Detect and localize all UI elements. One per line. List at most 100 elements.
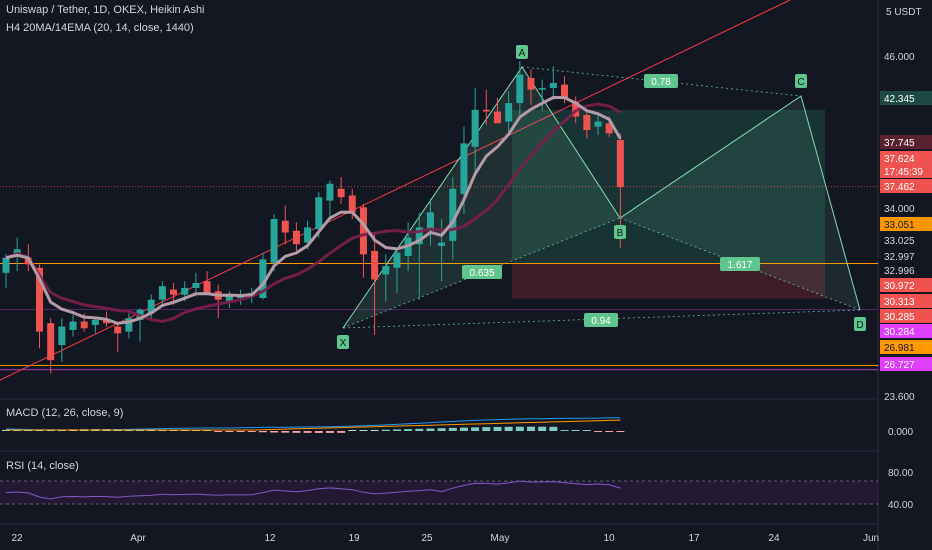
indicator-legend: H4 20MA/14EMA (20, 14, close, 1440) [6,22,194,34]
candle [460,143,468,194]
candle [69,321,77,330]
macd-histogram-bar [404,429,413,431]
price-tick: 33.051 [884,220,915,231]
macd-histogram-bar [471,427,480,431]
price-tag [880,164,932,178]
macd-histogram-bar [538,426,547,431]
macd-histogram-bar [504,426,513,431]
time-tick: 10 [603,533,615,544]
candle [449,188,457,241]
price-tick: 46.000 [884,52,915,63]
candle [393,252,401,268]
candle [337,188,345,198]
candle [192,282,200,288]
macd-histogram-bar [247,431,256,432]
rsi-axis-tick: 40.00 [888,500,913,511]
currency-label: 5 USDT [886,7,922,18]
rsi-band [0,481,878,504]
candle [292,230,300,245]
candle [493,111,501,124]
candle [147,299,155,314]
macd-histogram-bar [337,431,346,433]
candle [80,321,88,329]
pattern-point-x-badge [337,335,349,349]
ratio-badge [720,257,760,271]
macd-histogram-bar [258,431,267,433]
price-tick: 26.981 [884,343,915,354]
pattern-point-c-badge [795,74,807,88]
pattern-point-d-badge [854,317,866,331]
chart-title: Uniswap / Tether, 1D, OKEX, Heikin Ashi [6,4,205,16]
candle [2,257,10,273]
price-tag [880,294,932,308]
candle [594,121,602,127]
macd-histogram-bar [381,429,390,431]
price-tag [880,217,932,231]
price-tick: 34.000 [884,204,915,215]
time-tick: 17 [688,533,700,544]
candle [181,287,189,295]
time-tick: 12 [264,533,276,544]
pattern-point-b: B [617,228,624,239]
ratio-badge [584,313,618,327]
macd-histogram-bar [292,431,301,433]
time-tick: Jun [863,533,879,544]
price-tag [880,91,932,105]
price-tick: 26.727 [884,360,915,371]
candle [315,197,323,230]
time-tick: 19 [348,533,360,544]
price-tag [880,151,932,165]
price-tick: 32.996 [884,266,915,277]
macd-histogram-bar [549,426,558,431]
ratio-label-xd: 0.94 [591,316,611,327]
candle [103,319,111,324]
ratio-label-ab: 0.635 [469,268,494,279]
price-tag [880,340,932,354]
candle [326,183,334,201]
macd-histogram-bar [392,429,401,431]
candle [382,266,390,275]
ratio-label-bd: 1.617 [727,260,752,271]
ratio-label-ac: 0.78 [651,77,671,88]
pattern-point-b-badge [614,225,626,239]
price-tag [880,179,932,193]
candle [304,227,312,243]
macd-histogram-bar [415,428,424,431]
candle [438,242,446,246]
candle [583,114,591,130]
pattern-point-c: C [797,77,804,88]
macd-histogram-bar [459,427,468,431]
candle [482,109,490,112]
time-tick: May [491,533,510,544]
price-tick: 30.972 [884,281,915,292]
macd-histogram-bar [314,431,323,433]
price-tag [880,324,932,338]
macd-histogram-bar [515,426,524,431]
candle [572,101,580,117]
candle [58,326,66,346]
macd-histogram-bar [325,431,334,433]
candle [158,286,166,300]
candle [549,82,557,88]
macd-histogram-bar [348,430,357,431]
pattern-point-a-badge [516,45,528,59]
price-tick: 30.313 [884,297,915,308]
price-tick: 30.284 [884,327,915,338]
candle [47,323,55,361]
candle [527,77,535,90]
candle [270,219,278,263]
price-tick: 23.600 [884,392,915,403]
candle [616,140,624,188]
macd-histogram-bar [426,428,435,431]
price-tag [880,357,932,371]
price-tag [880,135,932,149]
candle [505,103,513,122]
pattern-point-a: A [519,48,526,59]
rsi-line [5,480,621,500]
macd-histogram-bar [359,430,368,431]
macd-histogram-bar [526,426,535,431]
candle [225,294,233,302]
macd-histogram-bar [448,427,457,431]
price-tick: 30.285 [884,312,915,323]
